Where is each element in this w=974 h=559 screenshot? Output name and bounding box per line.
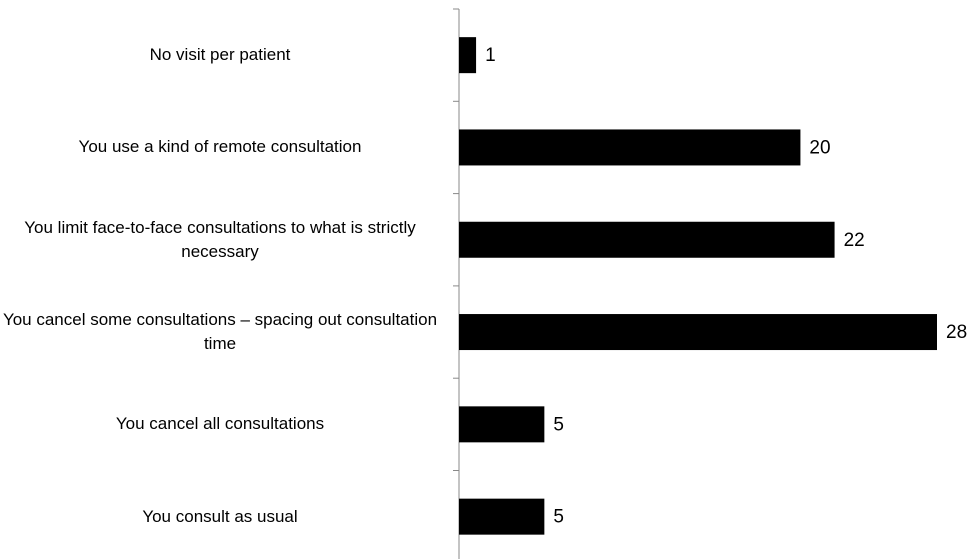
category-label: You limit face-to-face consultations to …: [24, 217, 416, 261]
data-label: 5: [553, 507, 564, 528]
category-label: You cancel some consultations – spacing …: [2, 310, 438, 354]
data-label: 20: [809, 137, 830, 158]
bar: [459, 221, 835, 258]
data-label: 28: [946, 322, 967, 343]
bar: [459, 129, 801, 166]
data-label: 22: [844, 230, 865, 251]
category-label: You cancel all consultations: [115, 414, 325, 434]
category-label: No visit per patient: [149, 45, 291, 65]
category-label: You use a kind of remote consultation: [78, 137, 362, 157]
data-label: 5: [553, 414, 564, 435]
bar: [459, 37, 477, 74]
bar: [459, 314, 937, 351]
data-label: 1: [485, 45, 496, 66]
bar: [459, 406, 545, 443]
category-label: You consult as usual: [142, 506, 298, 526]
bar: [459, 498, 545, 535]
